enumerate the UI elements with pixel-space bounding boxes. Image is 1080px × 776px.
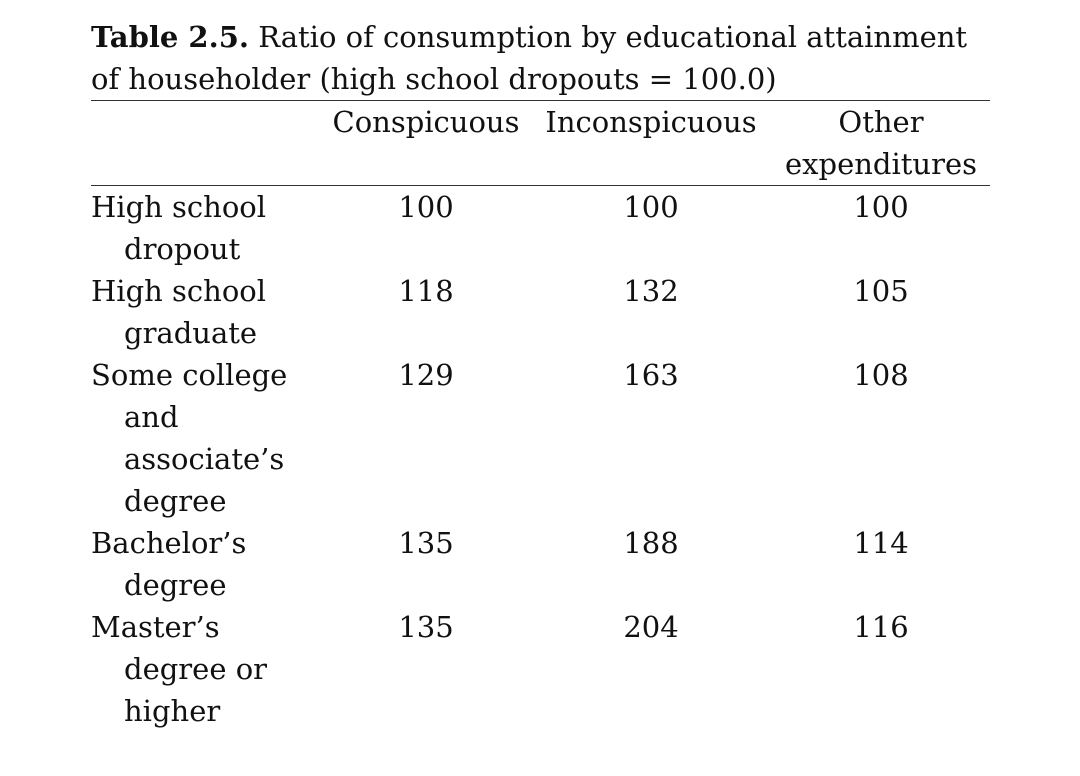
row-label: Master’s degree or higher [91, 610, 268, 728]
document: Table 2.5. Ratio of consumption by educa… [91, 16, 991, 732]
cell-value: 100 [623, 190, 679, 224]
table-row: High school graduate 118 132 105 [91, 270, 990, 354]
cell-value: 100 [853, 190, 909, 224]
cell-value: 114 [853, 526, 909, 560]
table-row: High school dropout 100 100 100 [91, 186, 990, 271]
row-label: High school graduate [91, 274, 267, 350]
caption: Table 2.5. Ratio of consumption by educa… [91, 16, 991, 100]
column-header: Inconspicuous [530, 100, 772, 186]
cell-value: 118 [398, 274, 454, 308]
column-header: Other expenditures [772, 100, 990, 186]
cell-value: 135 [398, 610, 454, 644]
cell-value: 105 [853, 274, 909, 308]
table-row: Master’s degree or higher 135 204 116 [91, 606, 990, 732]
column-header: Conspicuous [322, 100, 530, 186]
row-label: High school dropout [91, 190, 267, 266]
column-header [91, 100, 322, 186]
cell-value: 132 [623, 274, 679, 308]
caption-label: Table 2.5. [91, 20, 249, 54]
table: Conspicuous Inconspicuous Other expenditur… [91, 100, 990, 732]
cell-value: 188 [623, 526, 679, 560]
caption-text: Ratio of consumption by educational atta… [91, 20, 968, 96]
row-label: Some college and associate’s degree [91, 358, 288, 518]
table-row: Bachelor’s degree 135 188 114 [91, 522, 990, 606]
cell-value: 135 [398, 526, 454, 560]
cell-value: 129 [398, 358, 454, 392]
header-row: Conspicuous Inconspicuous Other expenditur… [91, 100, 990, 186]
cell-value: 163 [623, 358, 679, 392]
cell-value: 108 [853, 358, 909, 392]
table-body: High school dropout 100 100 100 High school … [91, 186, 990, 733]
cell-value: 100 [398, 190, 454, 224]
cell-value: 204 [623, 610, 679, 644]
table-row: Some college and associate’s degree 129 16… [91, 354, 990, 522]
row-label: Bachelor’s degree [91, 526, 247, 602]
cell-value: 116 [853, 610, 909, 644]
